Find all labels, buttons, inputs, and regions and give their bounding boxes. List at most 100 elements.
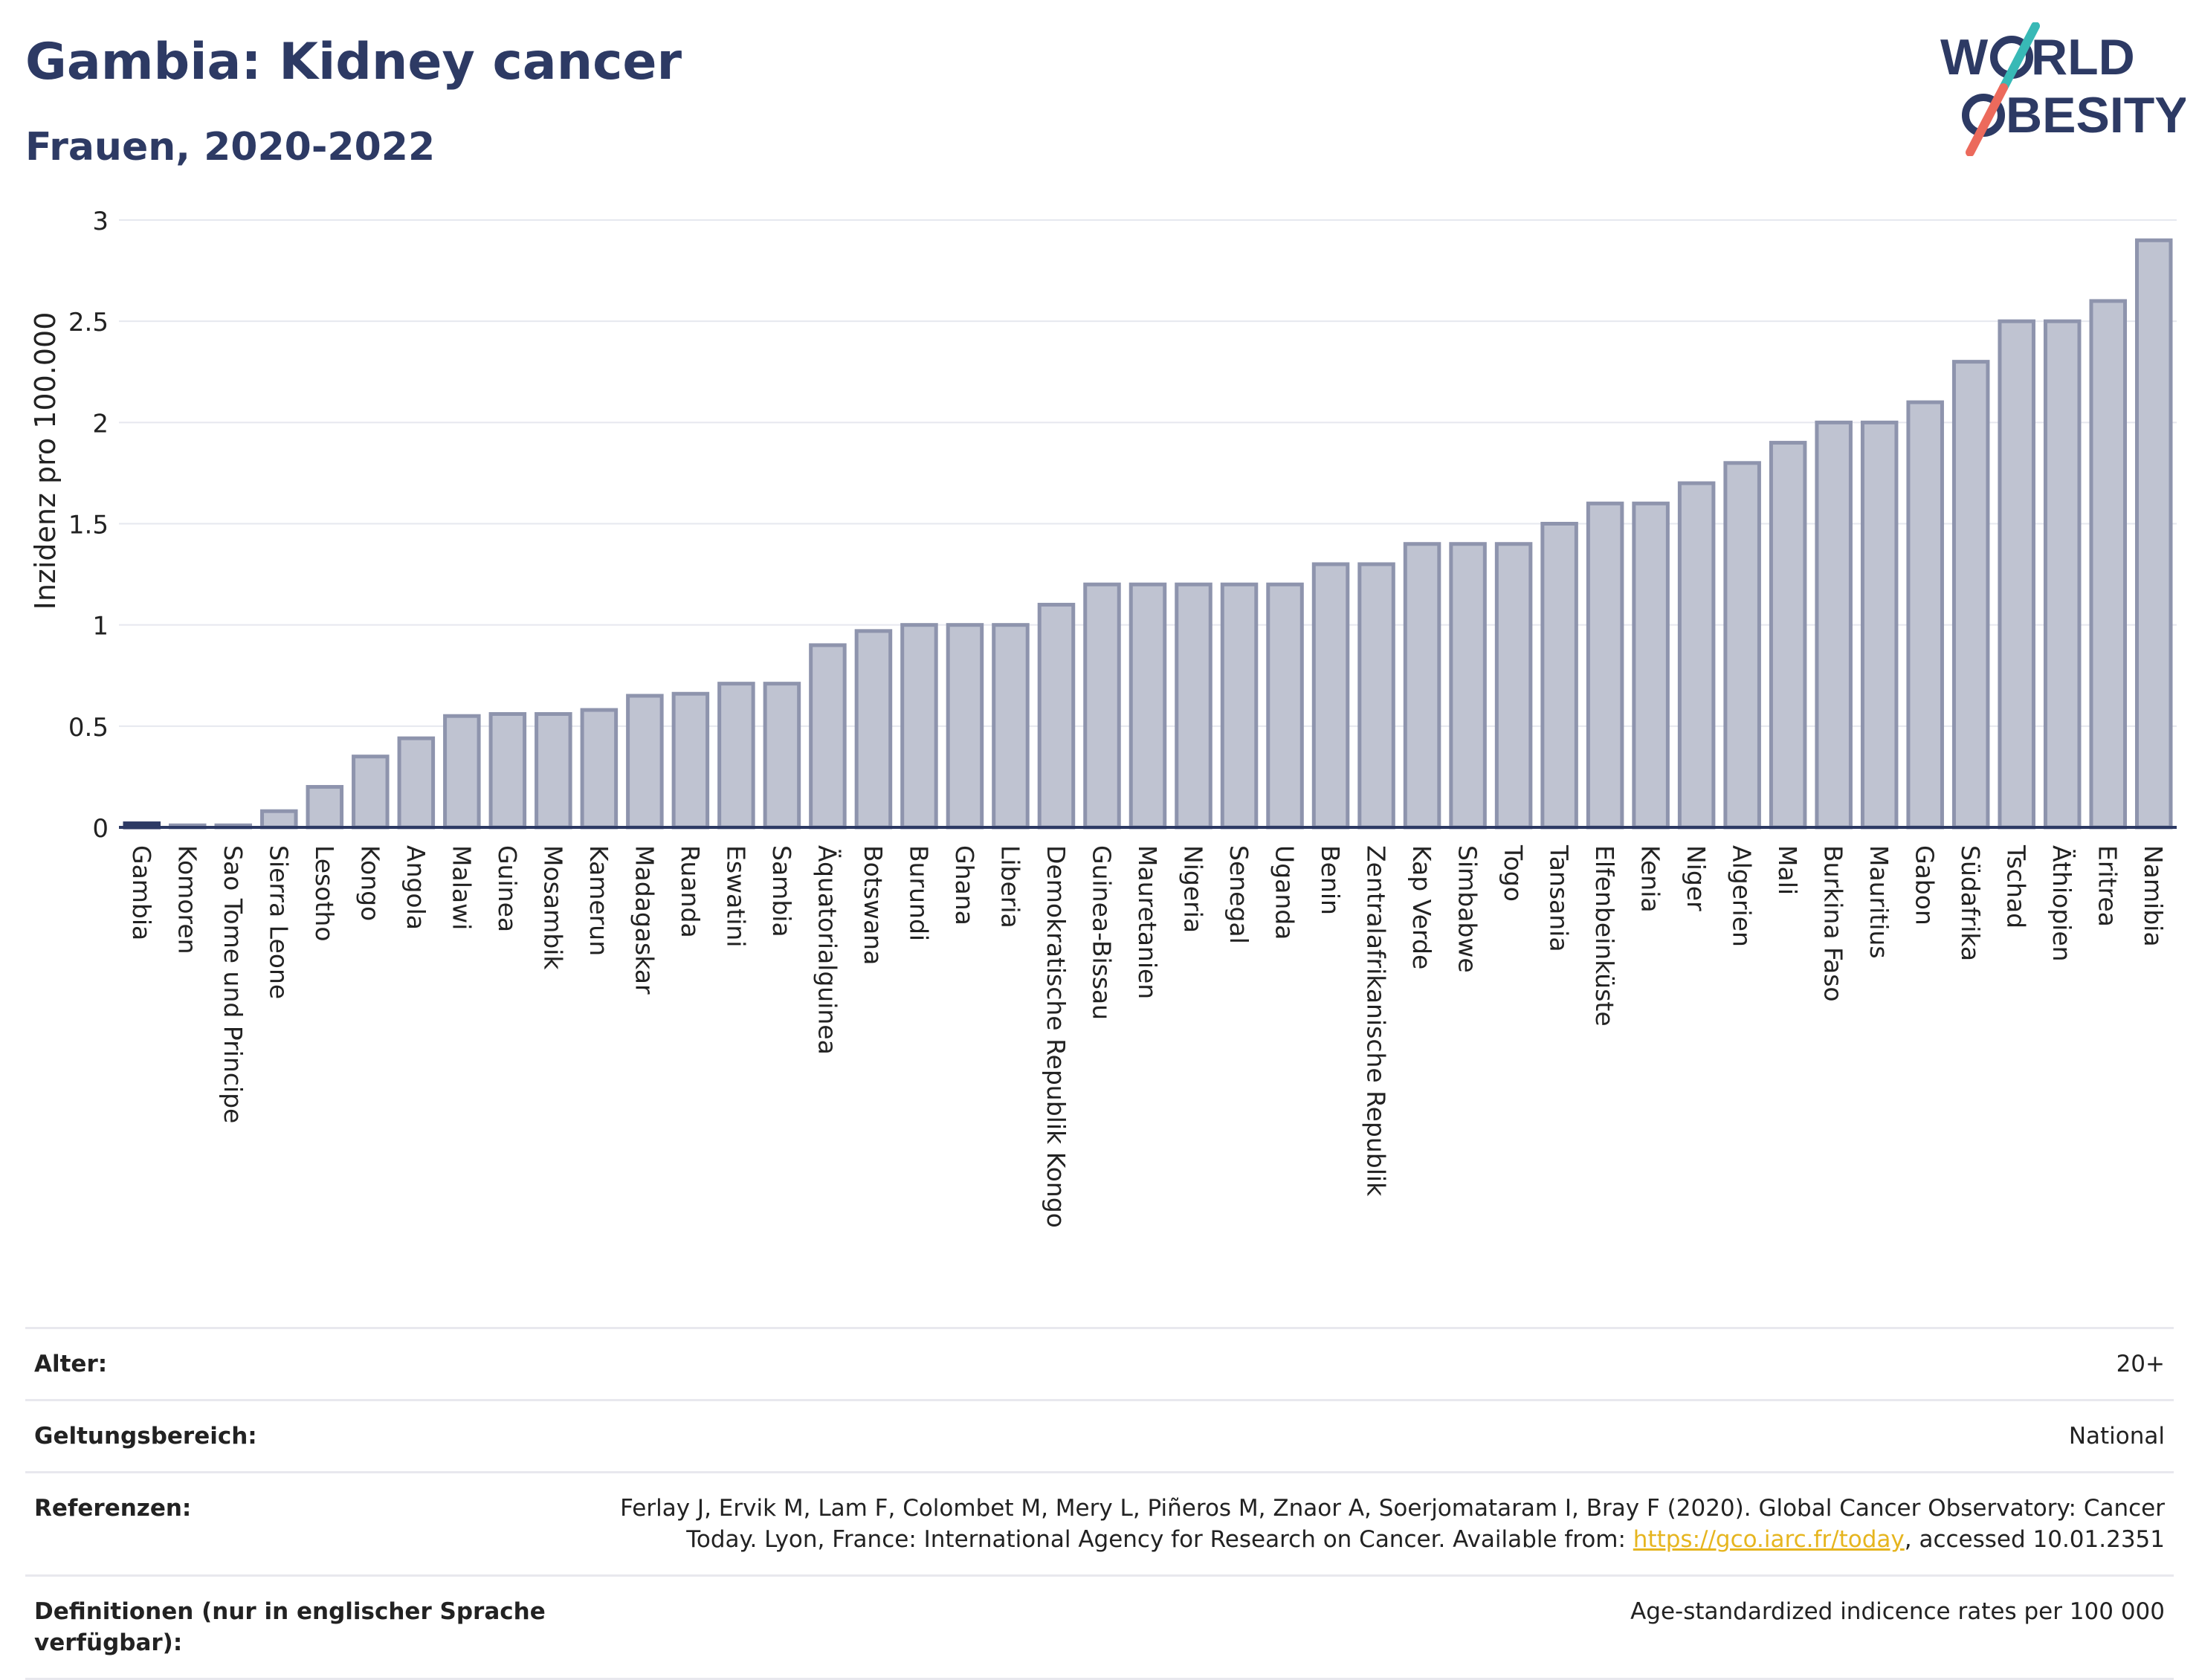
x-tick-label: Mali <box>1773 845 1802 895</box>
bar <box>1769 441 1807 830</box>
x-tick-label: Ruanda <box>676 845 705 938</box>
x-tick-label: Gambia <box>127 845 156 940</box>
y-axis-label: Inzidenz pro 100.000 <box>29 312 62 610</box>
x-tick-label: Namibia <box>2139 845 2168 947</box>
reference-link[interactable]: https://gco.iarc.fr/today <box>1633 1526 1905 1553</box>
x-tick-label: Tansania <box>1545 844 1574 952</box>
world-obesity-logo: W RLD BESITY <box>1940 22 2186 156</box>
x-tick-label: Burkina Faso <box>1819 845 1848 1002</box>
bar <box>854 629 893 830</box>
bar <box>1998 319 2035 830</box>
x-tick-label: Niger <box>1682 845 1711 911</box>
meta-row-definitions: Definitionen (nur in englischer Sprache … <box>25 1574 2174 1680</box>
x-tick-label: Burundi <box>904 845 933 941</box>
meta-label-age: Alter: <box>34 1351 108 1377</box>
x-tick-label: Sierra Leone <box>264 845 293 999</box>
x-tick-label: Kongo <box>355 845 384 921</box>
x-tick-label: Demokratische Republik Kongo <box>1042 845 1071 1228</box>
bar-chart: 0 0.5 1 1.5 2 2.5 3 Gambia Komoren Sao Tome und … <box>29 207 2177 1228</box>
bar <box>2043 319 2082 830</box>
bar <box>1083 582 1121 830</box>
y-tick-label: 2.5 <box>68 308 109 337</box>
x-tick-label: Kap Verde <box>1407 845 1436 969</box>
meta-row-references: Referenzen: Ferlay J, Ervik M, Lam F, Co… <box>25 1471 2174 1574</box>
x-tick-label: Kenia <box>1636 845 1665 913</box>
meta-value-scope: National <box>2068 1423 2165 1450</box>
bar <box>717 682 755 830</box>
metadata-table: Alter: 20+ Geltungsbereich: National Ref… <box>25 1327 2174 1680</box>
meta-label-references: Referenzen: <box>34 1495 192 1522</box>
bar <box>2089 299 2127 830</box>
x-tick-label: Mosambik <box>538 845 567 970</box>
x-tick-label: Mauritius <box>1864 845 1893 959</box>
bar <box>397 736 436 830</box>
reference-accessed: , accessed 10.01.2351 <box>1904 1526 2165 1553</box>
bar <box>626 694 664 830</box>
label-layer: Gambia Komoren Sao Tome und Principe Sierra… <box>127 844 2168 1228</box>
x-tick-label: Mauretanien <box>1133 845 1162 999</box>
bars-layer <box>123 238 2173 830</box>
bar <box>443 714 481 830</box>
y-tick-label: 0 <box>92 814 109 844</box>
bar <box>352 755 390 830</box>
bar <box>763 682 801 830</box>
meta-label-definitions: Definitionen (nur in englischer Sprache … <box>34 1598 546 1656</box>
meta-label-scope: Geltungsbereich: <box>34 1423 257 1450</box>
y-tick-label: 1 <box>92 612 109 642</box>
bar <box>671 691 710 830</box>
x-tick-label: Nigeria <box>1179 845 1208 933</box>
bar <box>1815 420 1853 830</box>
bar <box>1220 582 1259 830</box>
x-tick-label: Lesotho <box>310 845 339 942</box>
x-tick-label: Elfenbeinküste <box>1590 845 1619 1027</box>
x-tick-label: Sao Tome und Principe <box>219 845 248 1123</box>
x-tick-label: Eritrea <box>2093 845 2122 927</box>
bar <box>1266 582 1304 830</box>
y-tick-label: 2 <box>92 409 109 439</box>
x-tick-label: Simbabwe <box>1453 845 1482 973</box>
bar <box>1860 420 1899 830</box>
reference-text: Ferlay J, Ervik M, Lam F, Colombet M, Me… <box>620 1495 2165 1553</box>
bar <box>260 809 298 830</box>
x-tick-label: Malawi <box>447 845 476 930</box>
x-tick-label: Togo <box>1499 844 1528 902</box>
logo-slash-red <box>1966 83 2008 156</box>
x-tick-label: Guinea <box>493 845 522 932</box>
x-tick-label: Komoren <box>172 845 201 954</box>
x-tick-label: Gabon <box>1911 845 1940 925</box>
x-tick-label: Senegal <box>1224 845 1253 944</box>
x-tick-label: Südafrika <box>1956 845 1985 961</box>
x-tick-label: Liberia <box>995 845 1024 928</box>
x-tick-label: Botswana <box>859 845 888 965</box>
x-tick-label: Benin <box>1316 845 1345 915</box>
logo-text-besity: BESITY <box>2006 87 2186 143</box>
chart-subtitle: Frauen, 2020-2022 <box>25 125 436 169</box>
y-tick-label: 3 <box>92 207 109 236</box>
bar <box>1906 400 1944 830</box>
bar <box>1037 602 1076 830</box>
bar <box>488 711 527 830</box>
x-tick-label: Sambia <box>767 845 796 937</box>
x-tick-label: Algerien <box>1728 845 1757 947</box>
bar <box>946 623 984 830</box>
meta-value-age: 20+ <box>2116 1351 2165 1377</box>
bar <box>1128 582 1167 830</box>
y-tick-label: 1.5 <box>68 511 109 540</box>
x-tick-label: Eswatini <box>721 845 750 947</box>
bar <box>1540 522 1578 830</box>
axis-layer: 0 0.5 1 1.5 2 2.5 3 <box>68 207 2177 844</box>
bar <box>1357 562 1395 830</box>
x-tick-label: Uganda <box>1270 845 1299 940</box>
meta-row-age: Alter: 20+ <box>25 1327 2174 1399</box>
logo-slash-teal <box>1999 22 2040 92</box>
x-tick-label: Guinea-Bissau <box>1087 845 1116 1020</box>
x-tick-label: Angola <box>401 845 430 930</box>
bar <box>1311 562 1350 830</box>
logo-text-w: W <box>1940 29 1989 85</box>
meta-row-scope: Geltungsbereich: National <box>25 1399 2174 1471</box>
bar <box>535 711 572 830</box>
bar <box>1951 360 1990 830</box>
x-tick-label: Zentralafrikanische Republik <box>1362 845 1391 1197</box>
bar <box>1403 542 1441 830</box>
x-tick-label: Äthiopien <box>2047 845 2076 962</box>
